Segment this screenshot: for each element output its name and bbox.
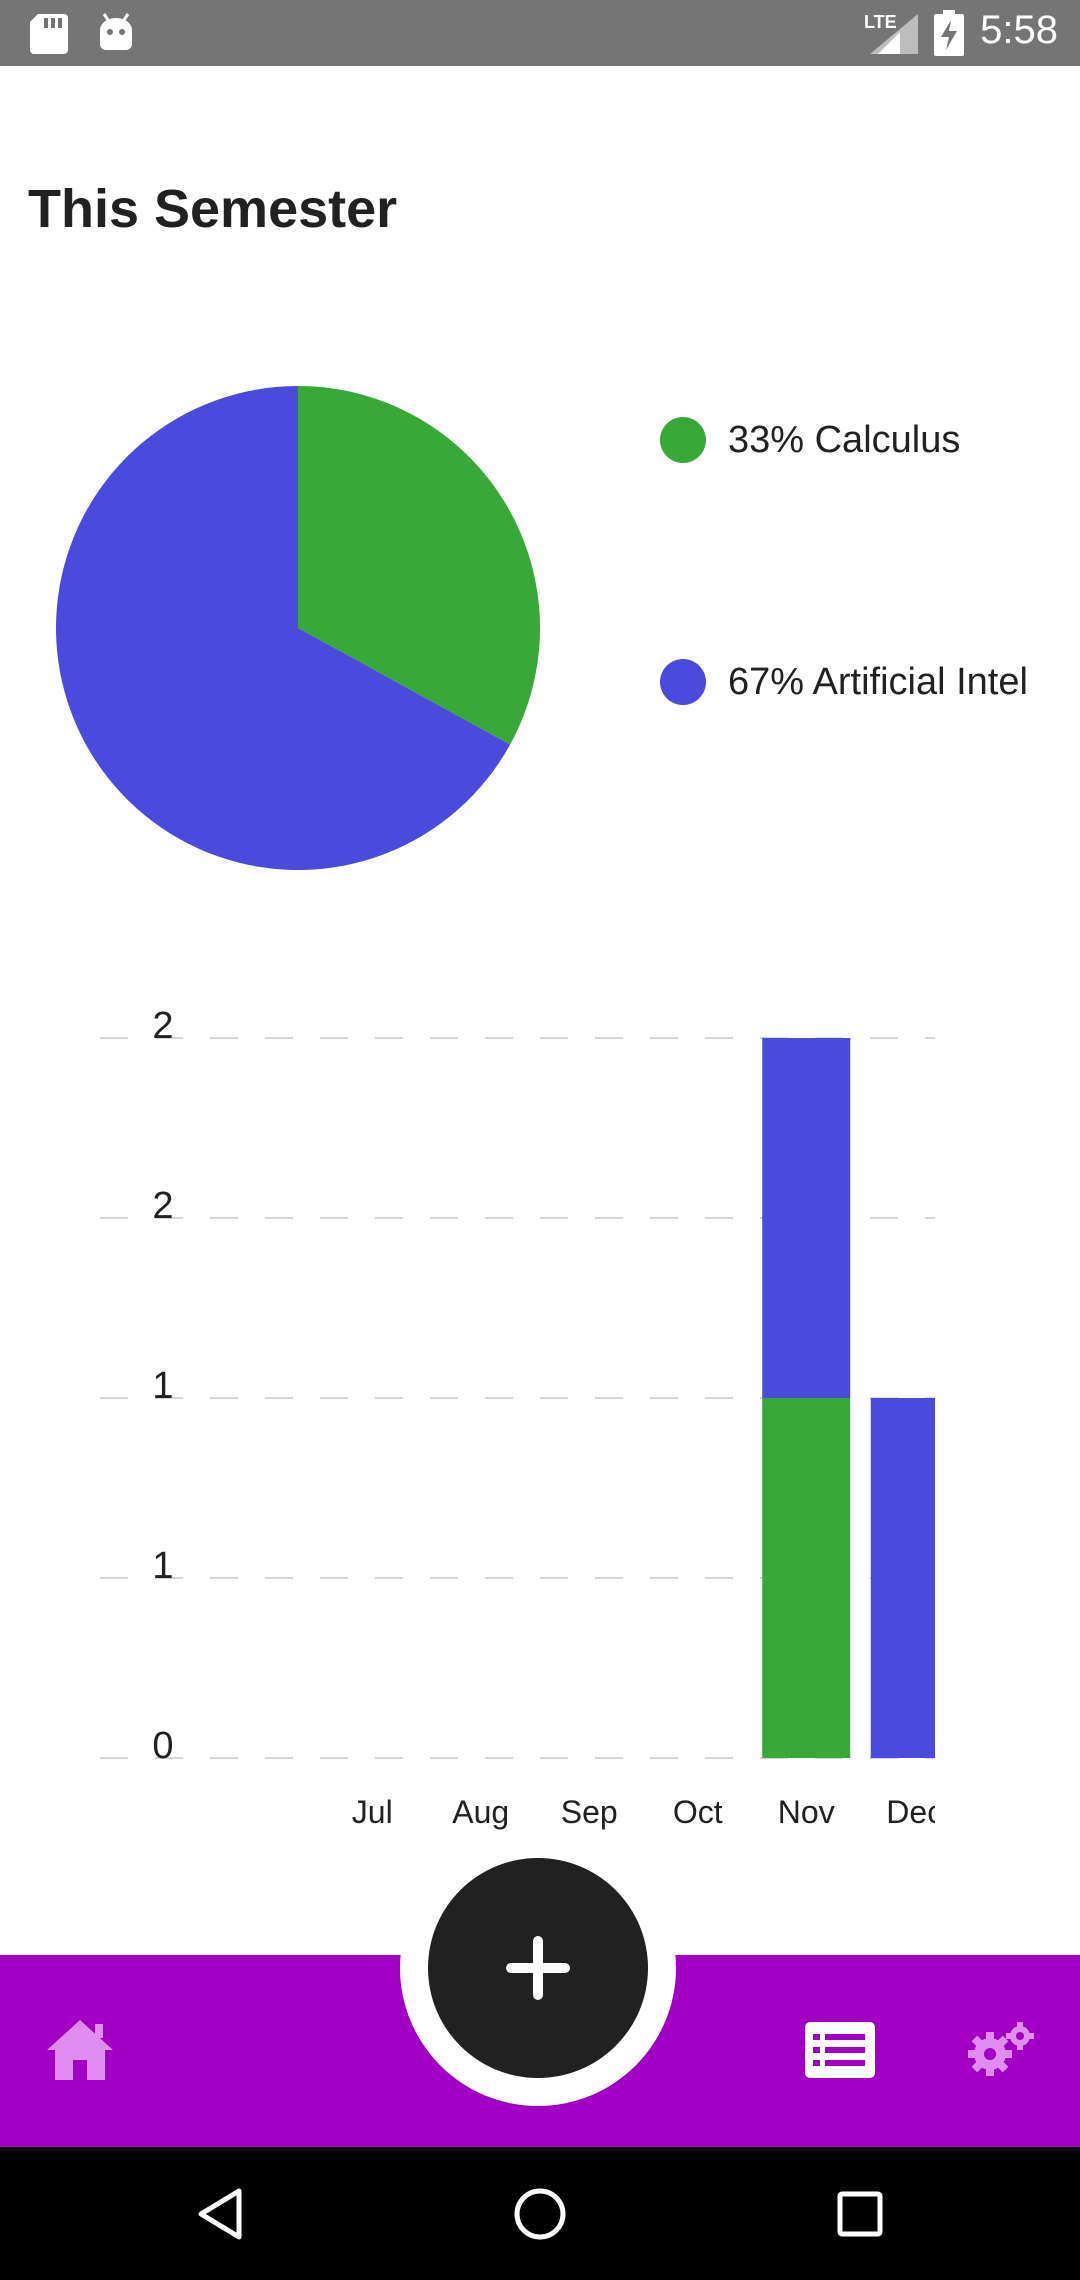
y-tick-label: 1 [152, 1545, 173, 1587]
y-tick-label: 2 [152, 1185, 173, 1227]
x-tick-label: Nov [778, 1794, 835, 1830]
home-circle-icon [514, 2188, 566, 2239]
lte-signal-icon [870, 14, 918, 54]
add-icon [506, 1936, 570, 2000]
back-icon [198, 2188, 242, 2239]
sd-card-icon [30, 14, 68, 54]
system-back-button[interactable] [160, 2147, 280, 2280]
stacked-bar-chart: 0 1 1 2 2 Jul Aug Sep Oct Nov Dec [100, 1005, 943, 1830]
status-time: 5:58 [980, 8, 1058, 52]
list-button[interactable] [790, 2005, 890, 2095]
legend-label-artificial-intelligence: 67% Artificial Intel [728, 660, 1028, 703]
x-tick-label: Dec [886, 1794, 943, 1830]
pie-chart [55, 386, 540, 870]
bar-dec-artificial-intelligence [870, 1398, 935, 1758]
settings-button[interactable] [950, 2005, 1050, 2095]
legend-dot-artificial-intelligence [660, 659, 706, 705]
x-tick-label: Jul [352, 1794, 393, 1830]
x-tick-label: Oct [673, 1794, 723, 1830]
status-bar: LTE 5:58 [0, 0, 1080, 66]
y-tick-label: 0 [152, 1725, 173, 1767]
y-tick-label: 2 [152, 1005, 173, 1047]
bar-nov-calculus [762, 1398, 851, 1758]
settings-icon [968, 2022, 1034, 2076]
legend-item-calculus: 33% Calculus [660, 410, 1060, 470]
y-tick-label: 1 [152, 1365, 173, 1407]
x-tick-label: Sep [561, 1794, 618, 1830]
list-icon [805, 2022, 875, 2078]
battery-charging-icon [934, 10, 964, 56]
page-title: This Semester [28, 179, 398, 239]
pie-slice-calculus [298, 386, 540, 745]
home-button[interactable] [30, 2005, 130, 2095]
android-icon [100, 13, 132, 50]
legend-dot-calculus [660, 417, 706, 463]
home-icon [47, 2020, 113, 2080]
legend-item-artificial-intelligence: 67% Artificial Intel [660, 652, 1060, 712]
pie-slice-artificial-intelligence [55, 386, 511, 870]
add-button[interactable] [428, 1858, 648, 2078]
system-home-button[interactable] [480, 2147, 600, 2280]
system-recents-button[interactable] [800, 2147, 920, 2280]
legend-label-calculus: 33% Calculus [728, 418, 961, 461]
bar-nov-artificial-intelligence [762, 1038, 851, 1398]
system-navigation-bar [0, 2147, 1080, 2280]
x-tick-label: Aug [452, 1794, 509, 1830]
pie-chart-section: 33% Calculus 67% Artificial Intel [0, 360, 1080, 900]
recents-icon [837, 2191, 883, 2236]
lte-label: LTE [864, 12, 897, 32]
